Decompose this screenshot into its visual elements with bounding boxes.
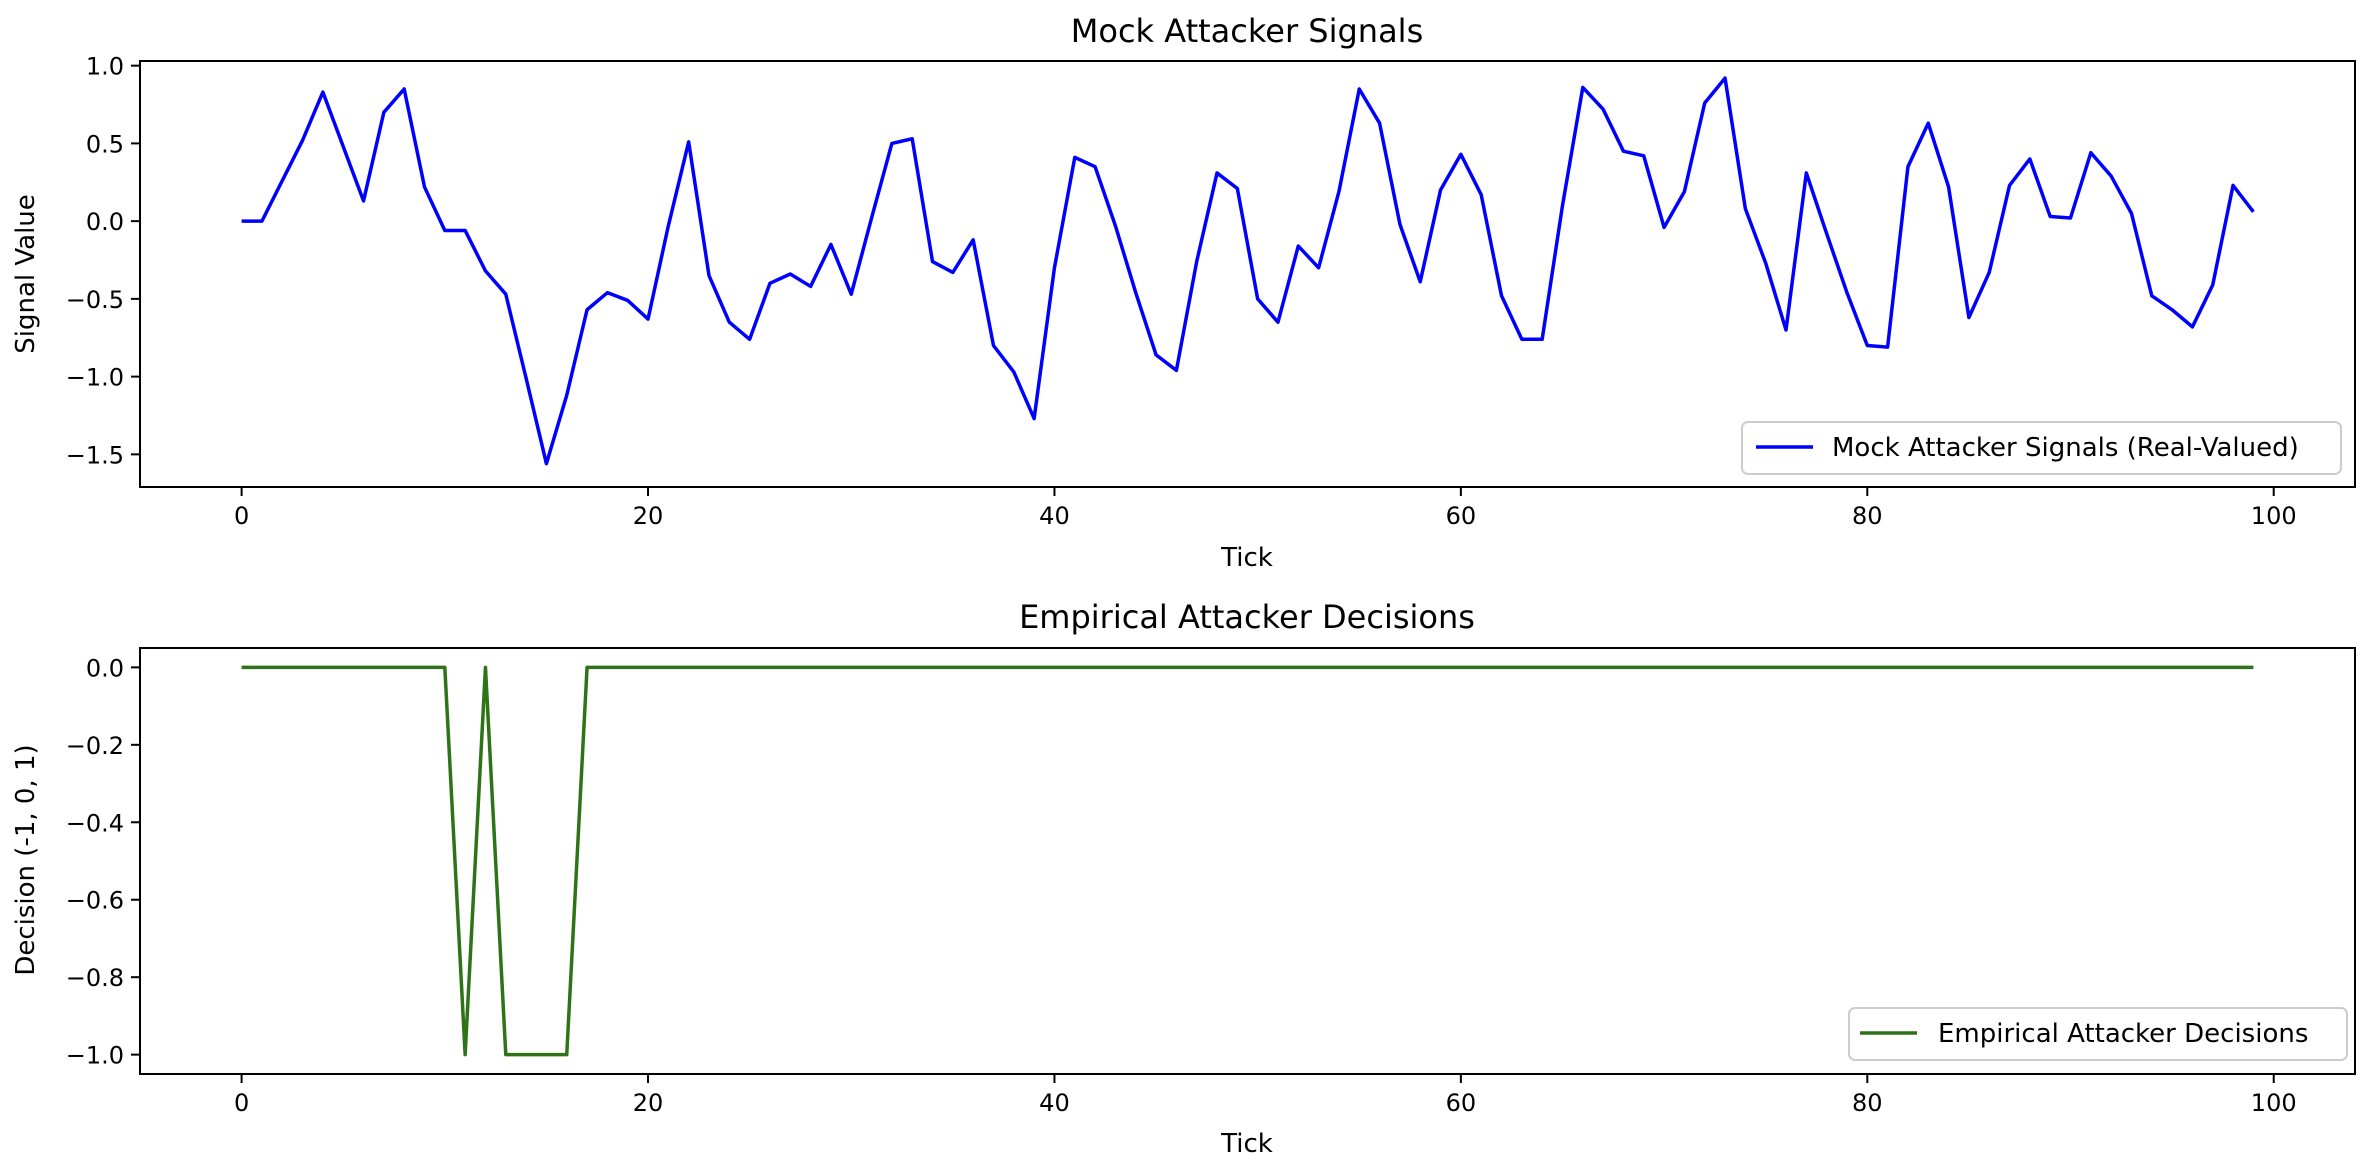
y-tick-label: −0.6	[66, 887, 124, 915]
decisions-chart: Empirical Attacker Decisions Tick Decisi…	[11, 598, 2356, 1159]
x-tick-label: 40	[1039, 502, 1070, 530]
decisions-chart-title: Empirical Attacker Decisions	[1019, 598, 1475, 636]
x-tick-label: 100	[2251, 1089, 2297, 1117]
decisions-chart-frame	[139, 647, 2356, 1075]
x-tick-label: 60	[1446, 502, 1477, 530]
signals-chart-title: Mock Attacker Signals	[1071, 12, 1423, 50]
signals-chart-plot	[241, 76, 2255, 466]
x-tick-label: 20	[633, 1089, 664, 1117]
legend-box	[1741, 421, 2342, 475]
x-tick-label: 80	[1852, 502, 1883, 530]
legend-label-signals: Mock Attacker Signals (Real-Valued)	[1832, 433, 2299, 463]
x-tick-label: 0	[234, 502, 249, 530]
signals-chart-frame	[139, 60, 2356, 488]
signals-chart-legend: Mock Attacker Signals (Real-Valued)	[1741, 421, 2342, 475]
signals-chart-xlabel: Tick	[1220, 543, 1273, 573]
series-line	[241, 665, 2254, 1057]
y-tick-label: −0.4	[66, 809, 124, 837]
y-tick-label: −1.0	[66, 1042, 124, 1070]
y-tick-label: −0.5	[66, 286, 124, 314]
x-tick-label: 40	[1039, 1089, 1070, 1117]
decisions-chart-legend: Empirical Attacker Decisions	[1848, 1007, 2348, 1061]
decisions-chart-ticks: 0 20 40 60 80 100 0.0 −0.2 −0.4 −0.6 −0.8 −1.0	[66, 654, 2297, 1117]
x-tick-label: 80	[1852, 1089, 1883, 1117]
y-tick-label: −1.0	[66, 364, 124, 392]
y-tick-label: 1.0	[86, 53, 124, 81]
x-tick-label: 0	[234, 1089, 249, 1117]
decisions-chart-plot	[241, 665, 2254, 1057]
y-tick-label: −0.8	[66, 964, 124, 992]
legend-box	[1848, 1007, 2348, 1061]
series-line	[241, 76, 2255, 466]
y-tick-label: −1.5	[66, 441, 124, 469]
y-tick-label: 0.5	[86, 130, 124, 158]
y-tick-label: 0.0	[86, 654, 124, 682]
legend-label-decisions: Empirical Attacker Decisions	[1938, 1019, 2308, 1049]
x-tick-label: 100	[2251, 502, 2297, 530]
signals-chart-ticks: 0 20 40 60 80 100 1.0 0.5 0.0 −0.5 −1.0 −1.5	[66, 53, 2297, 530]
x-tick-label: 20	[633, 502, 664, 530]
y-tick-label: 0.0	[86, 208, 124, 236]
signals-chart: Mock Attacker Signals Tick Signal Value …	[11, 12, 2356, 573]
y-tick-label: −0.2	[66, 732, 124, 760]
x-tick-label: 60	[1446, 1089, 1477, 1117]
decisions-chart-ylabel: Decision (-1, 0, 1)	[11, 744, 41, 975]
decisions-chart-xlabel: Tick	[1220, 1129, 1273, 1159]
signals-chart-ylabel: Signal Value	[11, 194, 41, 354]
